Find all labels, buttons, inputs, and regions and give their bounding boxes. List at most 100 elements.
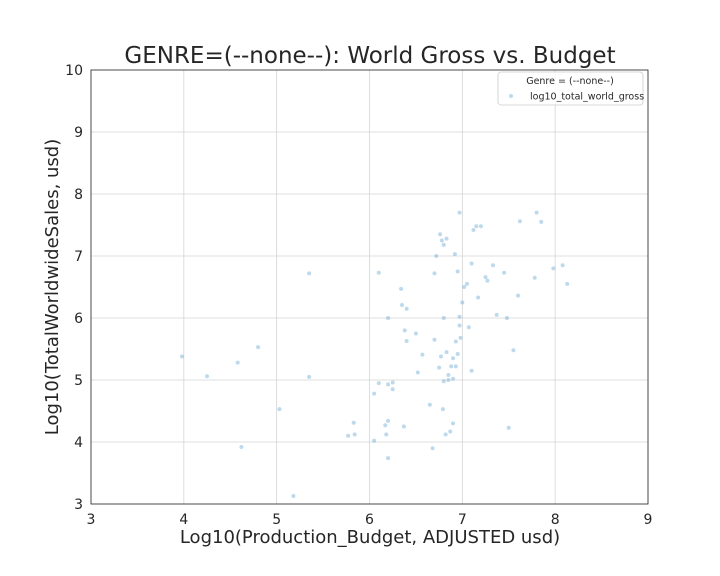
- data-point: [440, 407, 445, 412]
- data-point: [451, 376, 456, 381]
- data-point: [235, 360, 240, 365]
- data-point: [474, 224, 479, 229]
- data-point: [485, 278, 490, 283]
- data-point: [256, 345, 261, 350]
- data-point: [437, 365, 442, 370]
- data-point: [277, 407, 282, 412]
- data-point: [490, 263, 495, 268]
- data-point: [413, 331, 418, 336]
- data-point: [383, 423, 388, 428]
- data-point: [449, 364, 454, 369]
- data-point: [464, 281, 469, 286]
- data-point: [471, 227, 476, 232]
- data-point: [560, 263, 565, 268]
- data-point: [307, 374, 312, 379]
- data-point: [446, 378, 451, 382]
- data-point: [376, 270, 381, 275]
- data-point: [401, 424, 406, 429]
- data-point: [494, 312, 499, 317]
- x-axis-label: Log10(Production_Budget, ADJUSTED usd): [180, 527, 560, 548]
- data-point: [443, 432, 448, 437]
- data-point: [565, 281, 570, 286]
- data-point: [517, 219, 522, 224]
- data-point: [444, 350, 449, 355]
- data-point: [390, 387, 395, 392]
- data-point: [532, 275, 537, 280]
- data-point: [399, 302, 404, 307]
- data-point: [444, 236, 449, 241]
- data-point: [432, 271, 437, 276]
- data-point: [511, 348, 516, 353]
- y-tick-label: 5: [74, 373, 83, 389]
- y-tick-label: 10: [65, 63, 83, 79]
- y-axis-label: Log10(TotalWorldwideSales, usd): [42, 139, 63, 436]
- legend-entry-label: log10_total_world_gross: [530, 92, 644, 103]
- data-point: [439, 238, 444, 243]
- data-point: [205, 374, 210, 379]
- data-point: [402, 328, 407, 333]
- legend-title: Genre = (--none--): [526, 76, 614, 87]
- y-tick-label: 4: [74, 435, 83, 451]
- data-point: [438, 232, 443, 237]
- data-point: [457, 210, 462, 215]
- data-point: [390, 380, 395, 385]
- plot-frame: [90, 69, 649, 505]
- x-tick-label: 9: [644, 512, 653, 528]
- data-point: [376, 381, 381, 386]
- data-point: [441, 316, 446, 320]
- data-point: [384, 432, 389, 437]
- data-point: [420, 352, 425, 357]
- data-point: [457, 323, 462, 328]
- data-point: [386, 316, 391, 320]
- data-point: [352, 432, 357, 437]
- data-point: [451, 356, 456, 361]
- data-point: [346, 433, 351, 438]
- data-point: [239, 444, 244, 449]
- x-tick-label: 3: [87, 512, 96, 528]
- data-point: [457, 314, 462, 319]
- legend: Genre = (--none--) log10_total_world_gro…: [497, 71, 644, 106]
- data-point: [432, 337, 437, 342]
- data-point: [430, 446, 435, 451]
- data-point: [516, 293, 521, 298]
- data-point: [451, 421, 456, 426]
- plot-area: [90, 69, 649, 505]
- data-point: [452, 252, 457, 257]
- x-tick-label: 7: [458, 512, 467, 528]
- data-point: [441, 242, 446, 247]
- legend-marker: [509, 94, 513, 98]
- data-point: [291, 493, 296, 498]
- data-point: [469, 261, 474, 266]
- data-point: [504, 316, 509, 320]
- data-point: [455, 351, 460, 356]
- data-point: [179, 354, 184, 359]
- data-point: [502, 270, 507, 275]
- data-point: [438, 354, 443, 359]
- x-tick-label: 4: [179, 512, 188, 528]
- x-tick-label: 5: [272, 512, 281, 528]
- data-point: [448, 429, 453, 434]
- data-point: [386, 418, 391, 423]
- x-tick-label: 8: [551, 512, 560, 528]
- x-axis-ticks: 3 4 5 6 7 8 9: [87, 512, 653, 528]
- data-point: [399, 286, 404, 291]
- data-point: [466, 325, 471, 330]
- y-tick-label: 7: [74, 249, 83, 265]
- data-point: [372, 391, 377, 396]
- data-point: [506, 425, 511, 430]
- data-point: [434, 254, 439, 258]
- data-point: [469, 368, 474, 373]
- y-tick-label: 6: [74, 311, 83, 327]
- data-point: [453, 364, 458, 369]
- data-point: [462, 285, 467, 289]
- data-point: [372, 438, 377, 443]
- data-point: [551, 266, 556, 271]
- data-point: [386, 456, 391, 461]
- data-point: [386, 382, 391, 387]
- data-point: [415, 370, 420, 375]
- data-point: [455, 269, 460, 274]
- legend-box: [497, 71, 644, 106]
- data-point: [307, 271, 312, 276]
- data-point: [446, 373, 451, 378]
